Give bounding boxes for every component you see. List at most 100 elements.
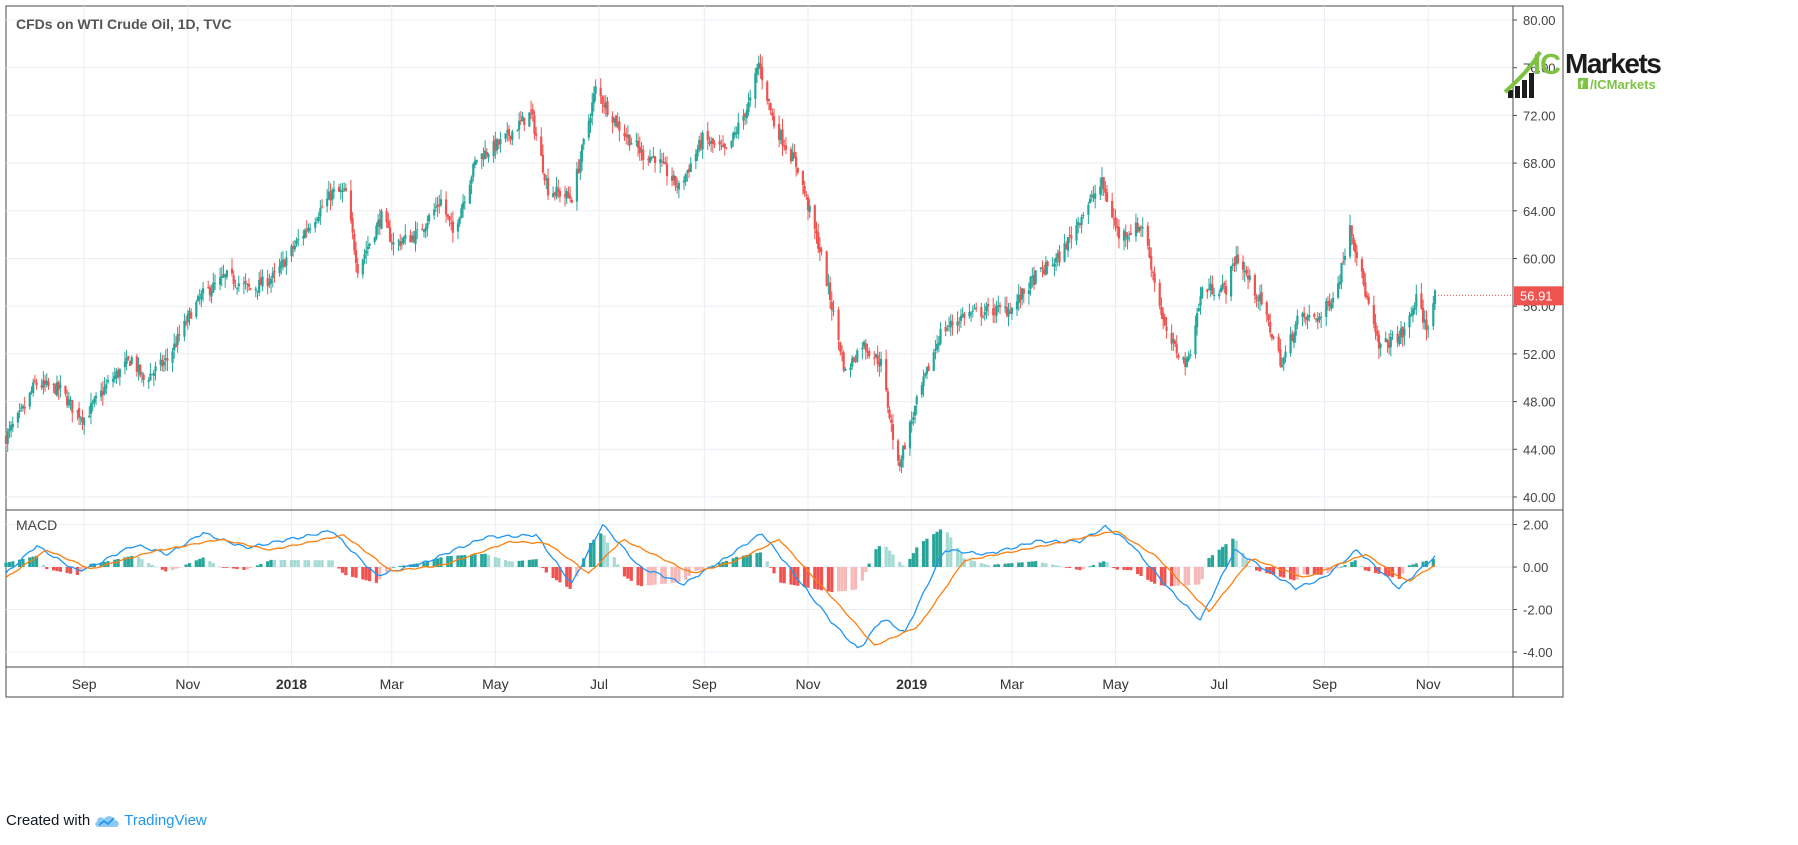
logo-bar-1 [1515, 86, 1520, 98]
macd-hist-bar-190 [456, 555, 460, 567]
candle-body-254 [606, 101, 609, 115]
candle-body-75 [183, 320, 186, 337]
macd-hist-bar-360 [860, 567, 864, 581]
candle-body-531 [1267, 314, 1270, 321]
candle-body-468 [1116, 225, 1119, 229]
macd-hist-bar-64 [153, 566, 158, 568]
candle-body-383 [913, 405, 917, 416]
candle-body-318 [759, 63, 762, 69]
candle-body-542 [1292, 334, 1296, 343]
candle-body-517 [1233, 262, 1236, 266]
candle-body-533 [1270, 334, 1273, 339]
candle-body-46 [113, 375, 116, 380]
time-tick-label-6: Sep [692, 676, 717, 692]
candle-body-561 [1338, 282, 1341, 285]
candle-body-60 [147, 380, 150, 383]
macd-hist-bar-292 [697, 567, 701, 571]
macd-hist-bar-478 [1139, 567, 1143, 576]
time-tick-label-0: Sep [72, 676, 97, 692]
candle-body-147 [353, 233, 356, 251]
candle-body-372 [888, 409, 891, 419]
candle-body-329 [784, 145, 788, 150]
candle-body-286 [684, 174, 687, 182]
candle-body-403 [961, 314, 964, 317]
candle-body-313 [747, 102, 750, 112]
candle-body-346 [827, 283, 830, 285]
candle-body-500 [1194, 325, 1197, 355]
candle-body-437 [1043, 269, 1046, 274]
macd-hist-bar-474 [1129, 567, 1133, 571]
macd-hist-bar-404 [962, 558, 966, 567]
tradingview-link[interactable]: TradingView [124, 812, 207, 829]
candle-body-496 [1184, 358, 1187, 367]
macd-hist-bar-138 [330, 560, 334, 567]
candle-body-59 [142, 374, 145, 381]
candle-body-54 [130, 357, 133, 364]
macd-hist-bar-526 [1254, 567, 1259, 571]
candle-body-284 [677, 183, 680, 190]
macd-hist-bar-80 [194, 560, 198, 567]
candle-body-149 [356, 264, 359, 274]
candle-body-575 [1372, 304, 1375, 324]
macd-hist-bar-168 [402, 565, 406, 567]
macd-hist-bar-334 [796, 567, 800, 586]
candle-body-439 [1046, 261, 1049, 267]
candle-body-202 [484, 150, 487, 159]
candle-body-565 [1348, 225, 1352, 257]
candle-body-77 [186, 313, 189, 323]
candle-body-120 [290, 246, 293, 256]
macd-hist-bar-564 [1343, 565, 1347, 567]
candle-body-249 [594, 86, 597, 94]
macd-hist-bar-272 [650, 567, 654, 586]
macd-hist-bar-528 [1258, 567, 1262, 572]
macd-hist-bar-238 [568, 567, 572, 589]
candle-body-545 [1301, 313, 1304, 318]
macd-hist-bar-294 [701, 567, 705, 569]
macd-hist-bar-196 [469, 554, 474, 567]
macd-hist-bar-504 [1200, 567, 1204, 580]
candle-body-58 [140, 373, 144, 375]
macd-hist-bar-164 [391, 566, 396, 568]
candle-body-138 [331, 189, 334, 201]
candle-body-155 [373, 237, 376, 243]
candle-body-219 [523, 117, 526, 126]
candle-body-139 [332, 189, 336, 192]
macd-hist-bar-358 [853, 567, 858, 590]
candle-body-511 [1219, 287, 1223, 292]
candle-body-382 [912, 417, 915, 420]
candle-body-599 [1427, 327, 1430, 329]
candle-body-441 [1053, 263, 1056, 267]
macd-hist-bar-110 [266, 561, 270, 567]
candle-body-101 [244, 280, 247, 284]
candle-body-354 [844, 368, 847, 371]
candle-body-182 [436, 204, 439, 207]
candle-body-539 [1284, 351, 1287, 358]
candle-body-305 [730, 140, 733, 148]
candle-body-238 [569, 195, 572, 199]
macd-hist-bar-336 [803, 567, 807, 588]
macd-hist-bar-264 [629, 567, 633, 581]
candle-body-271 [648, 156, 652, 163]
candle-body-19 [47, 381, 50, 386]
macd-hist-bar-58 [140, 559, 144, 567]
candle-body-309 [737, 122, 740, 135]
macd-hist-bar-54 [130, 555, 134, 567]
candle-body-273 [652, 155, 655, 157]
candle-body-433 [1032, 274, 1036, 285]
candle-body-415 [992, 308, 995, 316]
macd-hist-bar-434 [1034, 561, 1038, 567]
candle-body-32 [79, 418, 82, 420]
candle-body-220 [528, 112, 531, 127]
candle-body-33 [81, 417, 84, 423]
macd-hist-bar-148 [354, 567, 358, 578]
candle-body-294 [701, 132, 704, 150]
tradingview-cloud-icon[interactable] [94, 814, 120, 828]
macd-hist-bar-38 [92, 563, 96, 567]
candle-body-288 [687, 168, 691, 172]
chart-title: CFDs on WTI Crude Oil, 1D, TVC [16, 16, 231, 32]
candle-body-7 [20, 407, 23, 409]
candle-body-549 [1308, 315, 1311, 318]
candle-body-15 [40, 385, 43, 388]
